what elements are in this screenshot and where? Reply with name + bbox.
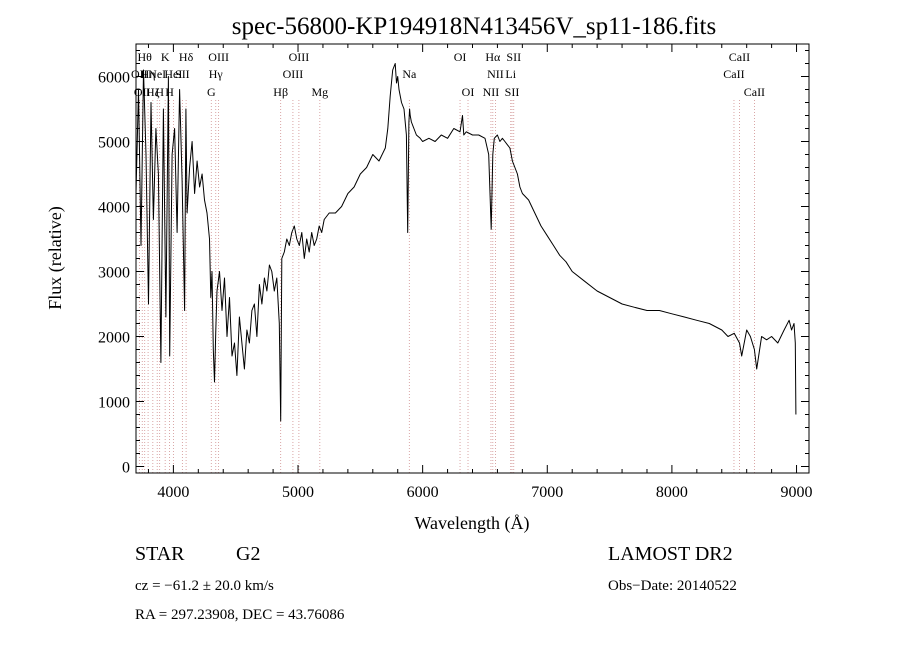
line-marker-label-18: Mg bbox=[311, 85, 328, 99]
survey-name: LAMOST DR2 bbox=[608, 543, 733, 565]
line-marker-label-4: Hζ bbox=[146, 85, 160, 99]
y-tick-label-4: 4000 bbox=[98, 200, 130, 217]
line-marker-label-15: Hβ bbox=[273, 85, 288, 99]
line-marker-label-17: OIII bbox=[289, 50, 310, 64]
line-marker-label-20: OI bbox=[454, 50, 467, 64]
y-tick-label-1: 1000 bbox=[98, 395, 130, 412]
line-marker-label-23: Hα bbox=[485, 50, 501, 64]
line-marker-label-12: G bbox=[207, 85, 216, 99]
line-marker-label-8: H bbox=[165, 85, 174, 99]
observation-date: Obs−Date: 20140522 bbox=[608, 578, 737, 594]
y-tick-label-2: 2000 bbox=[98, 330, 130, 347]
line-marker-label-28: CaII bbox=[723, 67, 744, 81]
series-line-spectrum bbox=[135, 63, 797, 422]
x-tick-label-4: 8000 bbox=[656, 484, 688, 501]
object-subclass: G2 bbox=[236, 543, 260, 565]
coordinates: RA = 297.23908, DEC = 43.76086 bbox=[135, 607, 345, 623]
line-marker-label-24: NII bbox=[487, 67, 504, 81]
x-tick-label-0: 4000 bbox=[157, 484, 189, 501]
line-marker-label-26: SII bbox=[505, 85, 520, 99]
x-tick-label-3: 7000 bbox=[531, 484, 563, 501]
line-marker-label-22: NII bbox=[483, 85, 500, 99]
line-marker-label-14: OIII bbox=[208, 50, 229, 64]
spectrum-series bbox=[135, 63, 797, 422]
line-marker-label-5: NeI bbox=[148, 67, 166, 81]
line-marker-label-7: K bbox=[161, 50, 170, 64]
plot-frame bbox=[135, 43, 810, 474]
line-marker-label-19: Na bbox=[402, 67, 417, 81]
x-tick-label-2: 6000 bbox=[407, 484, 439, 501]
line-markers: OIIOIIHθHηHζNeIHKHHeISIIHδGHγOIIIHβOIIIO… bbox=[131, 50, 765, 473]
line-marker-label-13: Hγ bbox=[209, 67, 224, 81]
line-marker-label-25: Li bbox=[505, 67, 516, 81]
line-marker-label-27: SII bbox=[506, 50, 521, 64]
object-class: STAR bbox=[135, 543, 185, 565]
y-tick-label-6: 6000 bbox=[98, 70, 130, 87]
x-axis-label: Wavelength (Å) bbox=[414, 513, 529, 534]
chart-title: spec-56800-KP194918N413456V_sp11-186.fit… bbox=[232, 13, 716, 40]
y-tick-label-3: 3000 bbox=[98, 265, 130, 282]
x-tick-label-5: 9000 bbox=[781, 484, 813, 501]
line-marker-label-10: SII bbox=[175, 67, 190, 81]
line-marker-label-30: CaII bbox=[744, 85, 765, 99]
line-marker-label-3: Hη bbox=[141, 67, 156, 81]
x-tick-label-1: 5000 bbox=[282, 484, 314, 501]
y-axis-label: Flux (relative) bbox=[45, 206, 66, 309]
line-marker-label-11: Hδ bbox=[179, 50, 194, 64]
redshift-velocity: cz = −61.2 ± 20.0 km/s bbox=[135, 578, 274, 594]
line-marker-label-6: H bbox=[155, 85, 164, 99]
line-marker-label-2: Hθ bbox=[138, 50, 153, 64]
y-tick-label-0: 0 bbox=[122, 460, 130, 477]
line-marker-label-29: CaII bbox=[729, 50, 750, 64]
axes: 4000 5000 6000 7000 8000 9000 0 1000 2000 3000 400… bbox=[98, 44, 813, 501]
y-tick-label-5: 5000 bbox=[98, 135, 130, 152]
line-marker-label-21: OI bbox=[462, 85, 475, 99]
line-marker-label-16: OIII bbox=[283, 67, 304, 81]
